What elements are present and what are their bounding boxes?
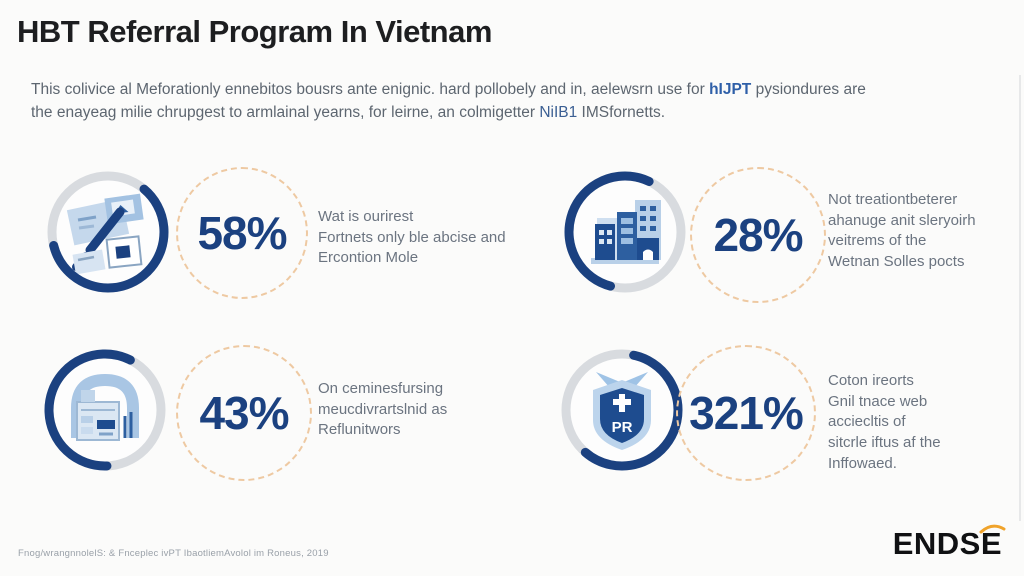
intro-paragraph: This colivice al Meforationly ennebitos …: [31, 78, 961, 125]
logo-swoosh-icon: [979, 524, 1006, 534]
stat1-line2: Fortnets only ble abcise and: [318, 228, 506, 246]
stat4-dashed-circle: 321%: [676, 345, 816, 481]
stat2-description: Not treationtbeterer ahanuge anit sleryo…: [828, 190, 1013, 273]
intro-line1-pre: This colivice al Meforationly ennebitos …: [31, 81, 710, 98]
stat1-line1: Wat is ourirest: [318, 208, 414, 225]
stat2-value: 28%: [713, 209, 803, 261]
stat4-line1: Coton ireorts: [828, 372, 914, 389]
stat2-line1: Not treationtbeterer: [828, 191, 958, 208]
documents-pen-glyph: [66, 193, 144, 275]
buildings-glyph: [591, 200, 661, 264]
buildings-icon: [564, 171, 686, 293]
intro-line1-post: pysiondures are: [751, 81, 866, 98]
brand-logo: ENDSE: [893, 524, 1006, 564]
stat1-value: 58%: [197, 207, 287, 259]
stat2-line3: veitrems of the: [828, 232, 927, 250]
shield-pr-text: PR: [612, 419, 633, 436]
scanner-machine-glyph: [71, 373, 139, 441]
stat1-line3: Ercontion Mole: [318, 249, 419, 267]
stat3-value: 43%: [199, 387, 289, 439]
stat4-value: 321%: [689, 387, 804, 439]
intro-highlight: hIJPT: [709, 81, 752, 98]
stat4-icon-circle: PR: [558, 346, 686, 474]
stat4-line2: Gnil tnace web: [828, 392, 928, 410]
stat3-description: On ceminesfursing meucdivrartslnid as Re…: [318, 379, 538, 441]
source-note: Fnog/wrangnnolelS: & Fnceplec ivPT Ibaot…: [18, 548, 329, 559]
stat3-line1: On ceminesfursing: [318, 380, 444, 397]
stat3-line2: meucdivrartslnid as: [318, 400, 448, 418]
stat2-line2: ahanuge anit sleryoirh: [828, 211, 976, 229]
stat1-description: Wat is ourirest Fortnets only ble abcise…: [318, 207, 538, 269]
stat2-icon-circle: [561, 168, 689, 296]
shield-pr-icon: PR: [561, 349, 683, 471]
stat4-line3: acciecltis of: [828, 413, 906, 431]
stat1-dashed-circle: 58%: [176, 167, 308, 299]
stat4-line5: Inffowaed.: [828, 454, 897, 472]
intro-line2-pre: the enayeag milie chrupgest to armlainal…: [31, 104, 540, 122]
intro-highlight2: NiIB1: [539, 104, 578, 122]
scanner-machine-icon: [44, 349, 166, 471]
stat4-line4: sitcrle iftus af the: [828, 434, 941, 452]
stat3-line3: Reflunitwors: [318, 421, 401, 439]
intro-line2-post: IMSfornetts.: [577, 104, 666, 122]
stat2-dashed-circle: 28%: [690, 167, 826, 303]
documents-pen-icon: [47, 171, 169, 293]
stat3-dashed-circle: 43%: [176, 345, 312, 481]
shield-pr-glyph: PR: [593, 372, 651, 450]
stat3-icon-circle: [41, 346, 169, 474]
stat2-line4: Wetnan Solles pocts: [828, 253, 965, 271]
stat4-description: Coton ireorts Gnil tnace web acciecltis …: [828, 371, 1018, 474]
right-edge-divider: [1019, 75, 1021, 521]
stat1-icon-circle: [44, 168, 172, 296]
page-title: HBT Referral Program In Vietnam: [17, 14, 492, 49]
